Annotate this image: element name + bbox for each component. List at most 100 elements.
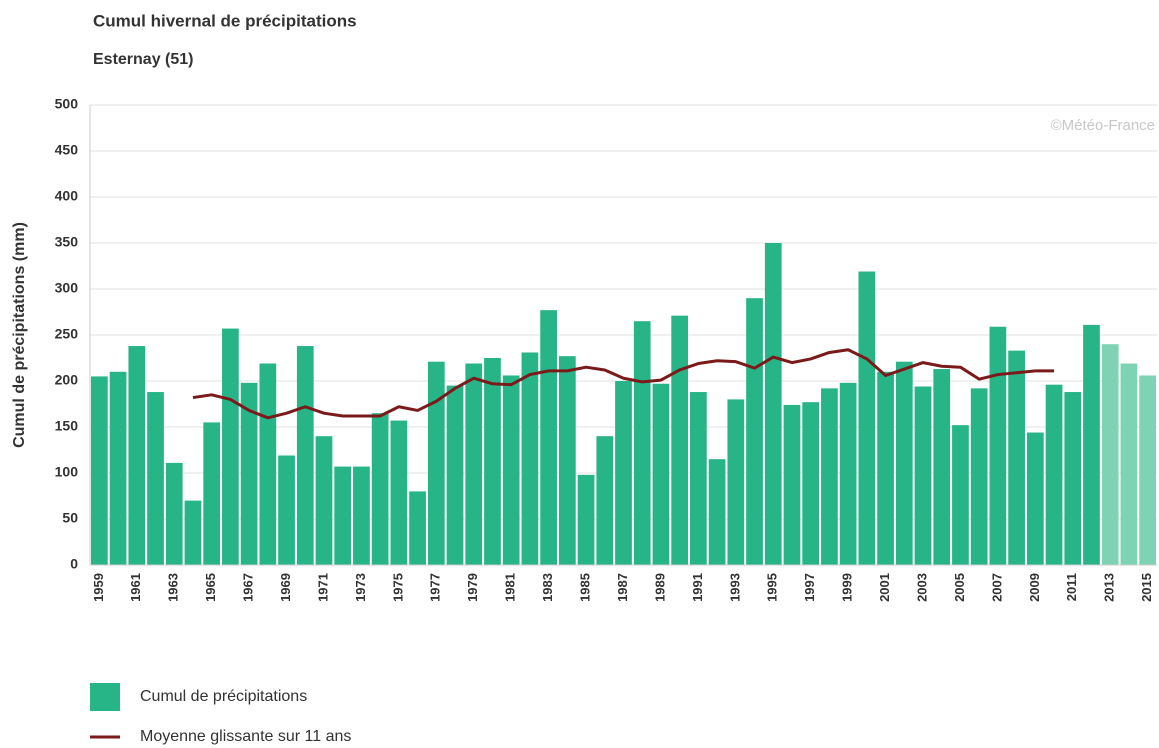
bar <box>334 466 352 565</box>
bar <box>371 413 389 565</box>
bar <box>427 361 445 565</box>
bar <box>484 358 501 565</box>
bar <box>1139 375 1156 565</box>
x-tick-label: 2015 <box>1139 573 1154 602</box>
x-tick-label: 1961 <box>128 573 143 602</box>
legend-swatch <box>90 683 120 711</box>
x-tick-label: 1991 <box>690 573 705 602</box>
y-tick-label: 100 <box>55 464 79 480</box>
y-tick-label: 0 <box>70 556 78 572</box>
y-tick-label: 250 <box>55 326 79 342</box>
bar <box>165 462 183 565</box>
bar <box>203 422 221 565</box>
x-tick-label: 1967 <box>241 573 256 602</box>
bar <box>278 455 295 565</box>
bar <box>91 376 108 565</box>
bar <box>858 271 876 565</box>
bar <box>353 466 370 565</box>
bar <box>895 361 913 565</box>
bar <box>1101 344 1119 565</box>
bar <box>821 388 838 565</box>
bar <box>746 298 763 565</box>
x-tick-label: 1997 <box>802 573 817 602</box>
x-tick-label: 1995 <box>765 573 780 602</box>
x-tick-label: 1971 <box>315 573 330 602</box>
bar <box>633 321 651 565</box>
bar <box>952 425 969 565</box>
bar <box>802 402 820 565</box>
bar <box>446 385 464 565</box>
bar <box>1045 384 1063 565</box>
x-tick-label: 1987 <box>615 573 630 602</box>
x-tick-label: 1965 <box>203 573 218 602</box>
x-tick-label: 1983 <box>540 573 555 602</box>
y-tick-label: 300 <box>55 280 79 296</box>
bar <box>652 383 670 565</box>
bar <box>1008 350 1025 565</box>
x-tick-label: 1989 <box>652 573 667 602</box>
legend-label: Moyenne glissante sur 11 ans <box>140 728 351 745</box>
bar <box>764 243 782 565</box>
bar <box>259 363 277 565</box>
bar <box>128 346 146 565</box>
bar <box>465 363 483 565</box>
x-tick-label: 2001 <box>877 573 892 602</box>
y-tick-label: 350 <box>55 234 79 250</box>
y-tick-label: 400 <box>55 188 79 204</box>
bar <box>1026 432 1044 565</box>
bar <box>147 392 164 565</box>
bar <box>596 436 614 565</box>
bar <box>877 371 894 565</box>
bar <box>184 500 202 565</box>
x-tick-label: 1963 <box>166 573 181 602</box>
bar <box>783 404 801 565</box>
bar <box>708 459 726 565</box>
bar <box>989 326 1007 565</box>
credit: ©Météo-France <box>1051 117 1155 134</box>
chart-subtitle: Esternay (51) <box>93 51 194 68</box>
moving-average-line <box>192 348 1055 420</box>
y-tick-label: 150 <box>55 418 79 434</box>
bar <box>409 491 426 565</box>
chart-title: Cumul hivernal de précipitations <box>93 11 357 30</box>
x-tick-label: 1975 <box>390 573 405 602</box>
bar <box>390 420 408 565</box>
bar <box>540 310 557 565</box>
y-tick-label: 200 <box>55 372 79 388</box>
y-tick-label: 500 <box>55 96 79 112</box>
x-tick-label: 2009 <box>1027 573 1042 602</box>
bar <box>296 346 314 565</box>
y-axis-title: Cumul de précipitations (mm) <box>11 222 28 448</box>
x-tick-label: 1973 <box>353 573 368 602</box>
x-tick-label: 1999 <box>840 573 855 602</box>
bar <box>315 436 333 565</box>
x-tick-label: 1985 <box>577 573 592 602</box>
bar <box>839 382 857 565</box>
bar <box>1064 392 1082 565</box>
x-tick-label: 2003 <box>914 573 929 602</box>
x-tick-label: 1979 <box>465 573 480 602</box>
x-tick-label: 1977 <box>428 573 443 602</box>
x-tick-label: 1969 <box>278 573 293 602</box>
x-tick-label: 1981 <box>503 573 518 602</box>
bar <box>671 315 689 565</box>
bar <box>1120 363 1138 565</box>
bar <box>240 382 258 565</box>
bar <box>690 392 707 565</box>
y-tick-label: 50 <box>62 510 78 526</box>
bar <box>615 381 632 565</box>
bar <box>521 352 539 565</box>
bar <box>1083 324 1100 565</box>
bar <box>970 388 988 565</box>
x-tick-label: 2013 <box>1102 573 1117 602</box>
bar <box>502 375 520 565</box>
x-tick-label: 2005 <box>952 573 967 602</box>
bar <box>914 386 932 565</box>
x-tick-label: 1993 <box>727 573 742 602</box>
x-tick-label: 1959 <box>91 573 106 602</box>
bar <box>109 371 127 565</box>
x-tick-label: 2011 <box>1064 573 1079 601</box>
x-tick-label: 2007 <box>989 573 1004 602</box>
y-tick-label: 450 <box>55 142 79 158</box>
